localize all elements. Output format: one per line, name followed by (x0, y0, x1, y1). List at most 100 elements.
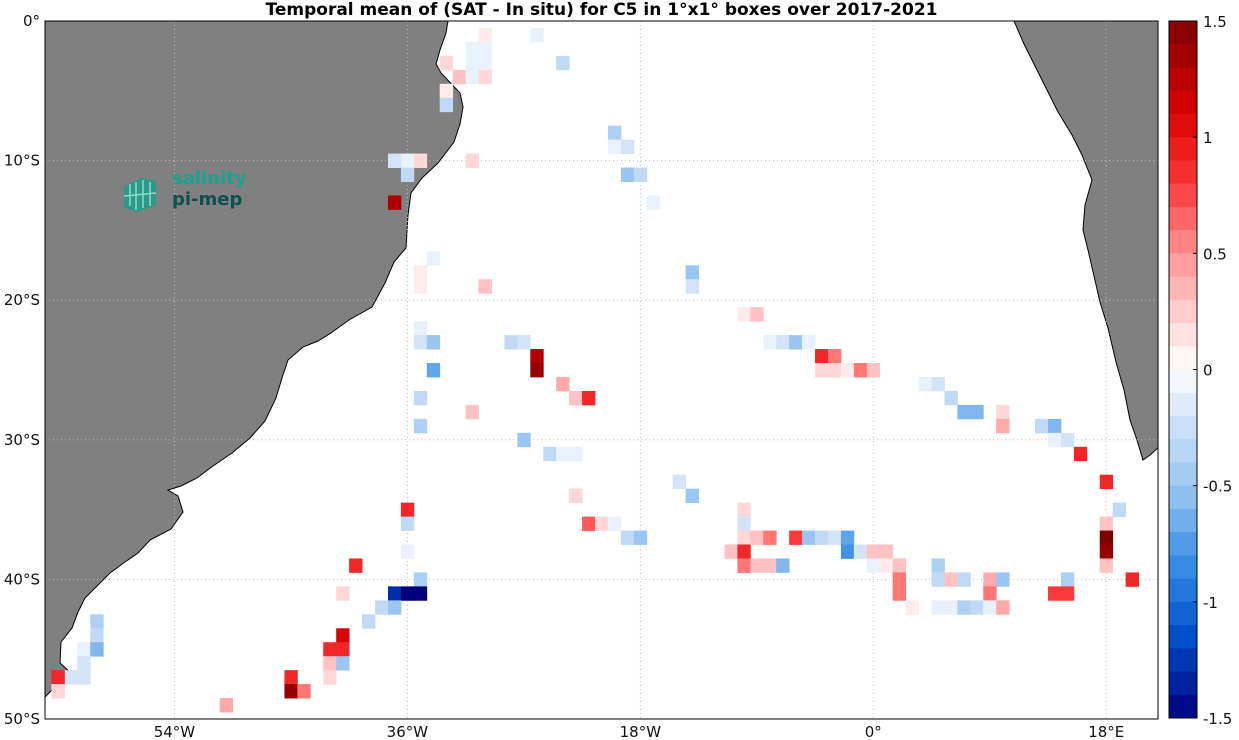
colorbar-segment (1169, 578, 1197, 603)
salinity-difference-cells (51, 27, 1139, 713)
data-cell (51, 684, 65, 699)
colorbar-tick-label: -1 (1203, 594, 1218, 612)
data-cell (375, 600, 389, 615)
colorbar-segment (1169, 183, 1197, 208)
data-cell (970, 600, 984, 615)
data-cell (737, 544, 751, 559)
data-cell (530, 363, 544, 378)
data-cell (77, 642, 91, 657)
colorbar-segment (1169, 206, 1197, 231)
data-cell (944, 600, 958, 615)
data-cell (1099, 530, 1114, 545)
data-cell (607, 139, 622, 155)
lat-tick-label: 50°S (4, 710, 40, 728)
data-cell (413, 335, 428, 350)
data-cell (918, 376, 932, 392)
data-cell (776, 558, 790, 573)
data-cell (685, 488, 699, 504)
data-cell (1060, 432, 1075, 448)
data-cell (1060, 572, 1075, 587)
data-cell (996, 418, 1010, 434)
colorbar-tick-labels: 1.5 1 0.5 0 -0.5 -1 -1.5 (1193, 13, 1232, 728)
data-cell (892, 572, 907, 587)
data-cell (892, 586, 907, 601)
data-cell (853, 363, 868, 378)
data-cell (387, 195, 402, 210)
data-cell (465, 404, 479, 420)
data-cell (465, 41, 479, 57)
colorbar (1169, 21, 1197, 719)
data-cell (77, 656, 91, 671)
data-cell (892, 558, 907, 573)
data-cell (90, 628, 104, 643)
colorbar-segment (1169, 462, 1197, 487)
data-cell (776, 335, 790, 350)
colorbar-segment (1169, 323, 1197, 347)
data-cell (750, 558, 764, 573)
data-cell (879, 558, 894, 573)
graticule (45, 21, 1158, 719)
data-cell (827, 349, 842, 364)
logo-emblem-waves-icon (123, 180, 157, 210)
data-cell (362, 614, 376, 629)
colorbar-segment (1169, 369, 1197, 394)
data-cell (517, 335, 531, 350)
colorbar-segment (1169, 439, 1197, 463)
lon-tick-label: 36°W (387, 723, 429, 740)
data-cell (724, 544, 738, 559)
colorbar-segment (1169, 485, 1197, 510)
data-cell (478, 41, 492, 57)
colorbar-segment (1169, 299, 1197, 324)
colorbar-segment (1169, 671, 1197, 696)
data-cell (413, 572, 428, 587)
data-cell (750, 530, 764, 545)
data-cell (582, 516, 596, 531)
data-cell (452, 69, 467, 85)
data-cell (1035, 418, 1049, 434)
data-cell (737, 516, 751, 531)
data-cell (866, 558, 881, 573)
data-cell (815, 363, 829, 378)
data-cell (957, 572, 971, 587)
data-cell (400, 544, 415, 559)
data-cell (90, 642, 104, 657)
colorbar-segment (1169, 508, 1197, 533)
africa-land (1013, 21, 1158, 461)
data-cell (556, 55, 570, 71)
data-cell (439, 83, 454, 99)
data-cell (530, 27, 544, 43)
data-cell (737, 530, 751, 545)
data-cell (931, 600, 945, 615)
data-cell (827, 363, 842, 378)
lat-tick-label: 20°S (4, 291, 40, 309)
data-cell (763, 530, 777, 545)
data-cell (569, 446, 583, 462)
data-cell (595, 516, 609, 531)
data-cell (413, 586, 428, 601)
colorbar-segment (1169, 625, 1197, 649)
data-cell (763, 335, 777, 350)
data-cell (569, 390, 583, 406)
data-cell (1099, 474, 1114, 490)
data-cell (970, 404, 984, 420)
data-cell (1099, 558, 1114, 573)
lat-tick-label: 30°S (4, 431, 40, 449)
colorbar-segment (1169, 67, 1197, 92)
data-cell (607, 516, 622, 531)
data-cell (827, 530, 842, 545)
data-cell (840, 530, 855, 545)
lon-tick-label: 18°W (620, 723, 662, 740)
data-cell (517, 432, 531, 448)
data-cell (1047, 586, 1062, 601)
data-cell (284, 684, 298, 699)
data-cell (620, 139, 635, 155)
colorbar-segment (1169, 276, 1197, 301)
data-cell (737, 307, 751, 322)
data-cell (996, 404, 1010, 420)
colorbar-segment (1169, 555, 1197, 580)
data-cell (763, 558, 777, 573)
lat-tick-label: 10°S (4, 152, 40, 170)
data-cell (633, 530, 648, 545)
data-cell (349, 558, 363, 573)
